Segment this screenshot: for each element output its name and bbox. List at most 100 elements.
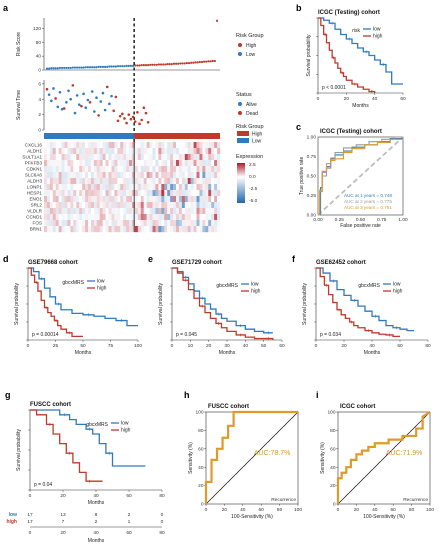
heatmap-cell xyxy=(73,178,77,185)
roc-xtick-label-i: 40 xyxy=(372,507,378,513)
heatmap-cell xyxy=(205,202,209,209)
heatmap-cell xyxy=(167,226,171,233)
heatmap-cell xyxy=(114,202,118,209)
heatmap-cell xyxy=(164,202,168,209)
heatmap-cell xyxy=(190,196,194,203)
heatmap-cell xyxy=(143,166,147,173)
roc-auc-text-i: AUC:71.9% xyxy=(386,450,423,457)
heatmap-cell xyxy=(211,202,215,209)
heatmap-cell xyxy=(155,196,159,203)
heatmap-cell xyxy=(73,172,77,179)
heatmap-cell xyxy=(44,178,48,185)
legend-high-label-d: high xyxy=(97,286,107,292)
heatmap-cell xyxy=(196,208,200,215)
x-tick-label-e: 10 xyxy=(188,343,194,349)
heatmap-cell xyxy=(64,142,68,149)
heatmap-cell xyxy=(137,196,141,203)
heatmap-cell xyxy=(208,142,212,149)
heatmap-cell xyxy=(111,148,115,155)
survival-point-dead xyxy=(71,84,75,87)
heatmap-cell xyxy=(164,190,168,197)
heatmap-cell xyxy=(96,172,100,179)
survival-point-dead xyxy=(138,122,141,126)
heatmap-cell xyxy=(211,148,215,155)
roc-xtick-label-h: 80 xyxy=(277,507,283,513)
risk-score-point-low xyxy=(121,65,124,68)
heatmap-cell xyxy=(126,208,130,215)
heatmap-cell xyxy=(196,160,200,167)
heatmap-cell xyxy=(134,208,139,215)
heatmap-gene-label: FOS xyxy=(33,221,42,226)
risk-score-point-high xyxy=(157,63,160,66)
heatmap-cell xyxy=(152,160,156,167)
heatmap-cell xyxy=(184,142,188,149)
heatmap-cell xyxy=(149,196,153,203)
roc-c-auc-text-1: AUC at 1 years = 0.748 xyxy=(344,193,392,198)
expression-legend-title: Expression xyxy=(236,154,263,160)
heatmap-cell xyxy=(196,172,200,179)
roc-diagonal-h xyxy=(205,411,299,505)
heatmap-cell xyxy=(152,172,156,179)
heatmap-gene-label: ALDH3 xyxy=(27,179,42,184)
heatmap-cell xyxy=(93,178,97,185)
heatmap-cell xyxy=(126,178,130,185)
heatmap-cell xyxy=(108,166,112,173)
heatmap-cell xyxy=(114,148,118,155)
heatmap-cell xyxy=(67,220,71,227)
heatmap-cell xyxy=(79,142,83,149)
heatmap-cell xyxy=(190,220,194,227)
x-tick-label-g: 40 xyxy=(93,493,99,499)
heatmap-cell xyxy=(79,154,83,161)
survival-time-ytick-label: 6 xyxy=(38,81,41,87)
heatmap-cell xyxy=(73,142,77,149)
risk-score-ytick-label: 0 xyxy=(38,68,41,74)
heatmap-cell xyxy=(102,142,106,149)
heatmap-cell xyxy=(129,196,133,203)
risk-score-point-low xyxy=(76,66,79,69)
risk-score-point-high xyxy=(155,63,158,66)
heatmap-cell xyxy=(120,142,124,149)
heatmap-cell xyxy=(134,166,139,173)
heatmap-cell xyxy=(73,214,77,221)
survival-point-dead xyxy=(45,87,49,91)
heatmap-cell xyxy=(82,160,86,167)
heatmap-cell xyxy=(202,154,206,161)
roc-curve-i xyxy=(336,411,431,504)
heatmap-cell xyxy=(117,196,121,203)
heatmap-cell xyxy=(55,220,59,227)
heatmap-cell xyxy=(214,184,218,191)
heatmap-cell xyxy=(129,226,133,233)
heatmap-cell xyxy=(76,190,80,197)
heatmap-cell xyxy=(64,208,68,215)
survival-point-alive xyxy=(65,101,68,104)
risk-score-point-low xyxy=(58,66,62,70)
heatmap-cell xyxy=(184,172,188,179)
heatmap-cell xyxy=(149,184,153,191)
heatmap-cell xyxy=(58,202,62,209)
heatmap-cell xyxy=(117,166,121,173)
risk-score-point-low xyxy=(48,67,51,70)
heatmap-cell xyxy=(99,208,103,215)
survival-point-alive xyxy=(99,100,103,103)
heatmap-cell xyxy=(161,178,165,185)
heatmap-cell xyxy=(70,208,74,215)
legend-title-f: gbcxMRS xyxy=(358,283,380,289)
heatmap-cell xyxy=(93,166,97,173)
x-tick-label-g: 0 xyxy=(29,493,32,499)
heatmap-cell xyxy=(79,190,83,197)
heatmap-cell xyxy=(190,202,194,209)
legend-title-b: risk xyxy=(352,28,360,34)
risk-score-point-high xyxy=(215,19,219,22)
km-curve-low-b xyxy=(318,17,403,85)
roc-xtick-label-h: 40 xyxy=(240,507,246,513)
heatmap-cell xyxy=(58,166,62,173)
heatmap-cell xyxy=(202,196,206,203)
heatmap-cell xyxy=(199,208,203,215)
risk-score-point-low xyxy=(93,66,96,69)
heatmap-cell xyxy=(88,178,92,185)
heatmap-cell xyxy=(93,184,97,191)
heatmap-cell xyxy=(120,190,124,197)
roc-c-ytick-label: 0.00 xyxy=(307,213,317,219)
survival-point-dead xyxy=(133,120,137,123)
heatmap-cell xyxy=(90,184,95,191)
